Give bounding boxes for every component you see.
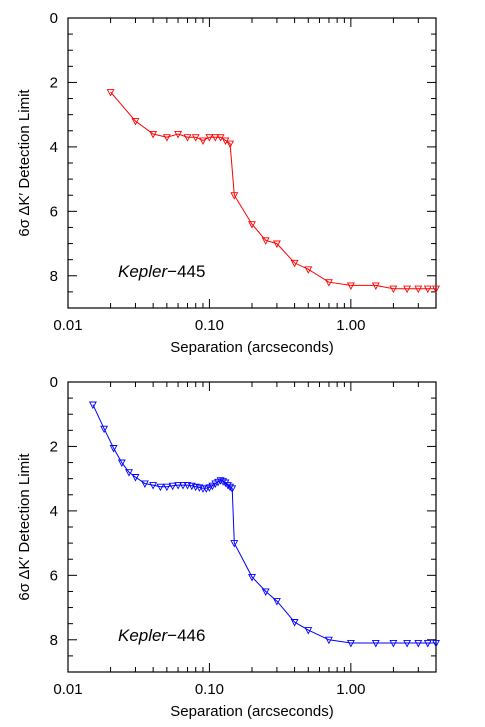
- data-point: [191, 134, 200, 142]
- y-axis-label: 6σ ΔK′ Detection Limit: [16, 89, 33, 237]
- x-axis-label: Separation (arcseconds): [170, 703, 333, 720]
- chart-panel-kepler-445: 0.01 0.10 1.00 0 2 4 6 8 6σ ΔK′ Detection Limit…: [16, 10, 440, 356]
- data-point: [389, 639, 398, 648]
- data-series: [88, 401, 440, 648]
- data-point: [432, 639, 440, 648]
- kepler-annotation: Kepler−446: [118, 626, 205, 645]
- data-point: [248, 573, 256, 582]
- data-point: [125, 469, 133, 477]
- y-tick-label: 2: [50, 74, 58, 91]
- y-tick-label: 4: [50, 503, 58, 520]
- x-tick-label: 1.00: [336, 317, 365, 334]
- data-point: [304, 266, 313, 274]
- x-tick-label: 0.01: [53, 681, 82, 698]
- x-axis-label: Separation (arcseconds): [170, 339, 333, 356]
- data-point: [290, 619, 299, 627]
- data-point: [261, 588, 270, 596]
- data-point: [219, 478, 228, 486]
- axis-ticks: 0.01 0.10 1.00 0 2 4 6 8: [50, 10, 437, 334]
- data-point: [162, 134, 171, 142]
- data-point: [290, 259, 299, 268]
- data-point: [414, 639, 423, 648]
- data-point: [168, 482, 177, 491]
- data-point: [423, 639, 432, 648]
- data-point: [131, 118, 140, 126]
- annotation-name: Kepler: [118, 262, 168, 281]
- data-point: [272, 598, 281, 606]
- y-axis-label: 6σ ΔK′ Detection Limit: [16, 453, 33, 601]
- data-point: [432, 285, 440, 294]
- data-point: [248, 221, 256, 229]
- data-point: [403, 639, 412, 648]
- data-point: [230, 192, 239, 200]
- annotation-name: Kepler: [118, 626, 168, 645]
- data-point: [88, 401, 97, 410]
- y-tick-label: 0: [50, 10, 58, 27]
- data-point: [403, 285, 412, 294]
- data-point: [304, 627, 313, 635]
- data-point: [174, 482, 183, 490]
- x-tick-label: 1.00: [336, 681, 365, 698]
- data-point: [226, 140, 235, 149]
- series-line: [110, 91, 436, 290]
- y-tick-label: 8: [50, 268, 58, 285]
- data-point: [205, 484, 214, 492]
- data-point: [324, 636, 333, 645]
- data-point: [174, 130, 183, 139]
- series-line: [92, 404, 436, 644]
- data-point: [149, 130, 158, 139]
- data-point: [414, 285, 423, 294]
- data-point: [423, 285, 432, 294]
- data-point: [156, 483, 165, 492]
- data-point: [205, 134, 214, 142]
- data-point: [371, 639, 380, 648]
- data-point: [109, 445, 118, 453]
- data-point: [140, 480, 149, 488]
- y-tick-label: 8: [50, 632, 58, 649]
- y-tick-label: 0: [50, 374, 58, 391]
- y-tick-label: 2: [50, 438, 58, 455]
- data-point: [149, 482, 158, 490]
- data-point: [162, 483, 171, 492]
- data-point: [179, 482, 187, 490]
- x-tick-label: 0.10: [195, 317, 224, 334]
- data-point: [199, 137, 207, 145]
- data-point: [230, 540, 239, 548]
- data-series: [106, 89, 440, 294]
- x-tick-label: 0.01: [53, 317, 82, 334]
- y-tick-label: 6: [50, 567, 58, 584]
- data-point: [228, 485, 237, 493]
- annotation-suffix: −445: [167, 262, 205, 281]
- data-point: [226, 483, 235, 492]
- data-point: [117, 459, 126, 468]
- x-tick-label: 0.10: [195, 681, 224, 698]
- data-point: [106, 89, 115, 97]
- data-point: [131, 474, 140, 482]
- data-point: [371, 282, 380, 290]
- axis-ticks: 0.01 0.10 1.00 0 2 4 6 8: [50, 374, 437, 698]
- data-point: [389, 285, 398, 294]
- chart-panel-kepler-446: 0.01 0.10 1.00 0 2 4 6 8 6σ ΔK′ Detection Limit…: [16, 374, 440, 720]
- data-point: [346, 639, 355, 648]
- data-point: [272, 240, 281, 249]
- data-point: [183, 134, 192, 142]
- data-point: [183, 482, 192, 490]
- data-point: [208, 482, 217, 491]
- kepler-annotation: Kepler−445: [118, 262, 205, 281]
- data-point: [261, 237, 270, 245]
- data-point: [324, 279, 333, 287]
- y-tick-label: 6: [50, 203, 58, 220]
- data-point: [100, 425, 109, 434]
- data-point: [211, 134, 220, 142]
- annotation-suffix: −446: [167, 626, 205, 645]
- y-tick-label: 4: [50, 139, 58, 156]
- data-point: [346, 282, 355, 290]
